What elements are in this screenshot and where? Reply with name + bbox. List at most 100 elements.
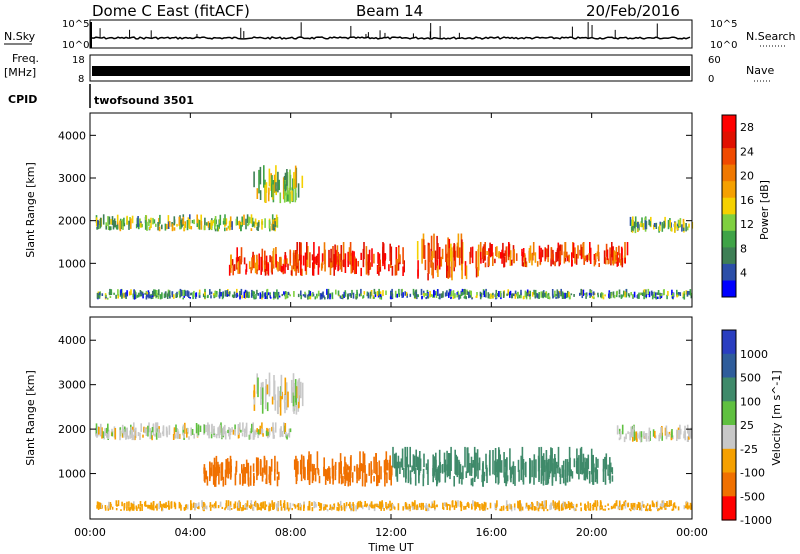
velocity-colorbar-swatch (722, 377, 736, 402)
scatter-cell (194, 503, 196, 510)
scatter-cell (318, 475, 321, 484)
scatter-cell (248, 291, 250, 298)
scatter-cell (176, 428, 178, 439)
scatter-cell (616, 290, 618, 296)
power-colorbar-swatch (722, 164, 736, 182)
scatter-cell (467, 447, 469, 474)
scatter-cell (464, 505, 467, 510)
scatter-cell (437, 465, 440, 479)
scatter-cell (248, 434, 251, 440)
scatter-cell (178, 433, 181, 439)
scatter-cell (185, 290, 187, 297)
scatter-cell (266, 402, 269, 412)
scatter-cell (350, 508, 352, 511)
scatter-cell (609, 292, 611, 298)
scatter-cell (609, 462, 612, 473)
scatter-cell (250, 503, 252, 510)
scatter-cell (620, 294, 623, 299)
power-colorbar-tick: 4 (740, 267, 747, 280)
scatter-cell (145, 215, 147, 225)
scatter-cell (217, 461, 219, 476)
scatter-cell (283, 502, 285, 508)
scatter-cell (444, 464, 447, 471)
scatter-cell (152, 501, 155, 509)
scatter-cell (275, 214, 278, 225)
scatter-cell (109, 505, 111, 510)
scatter-cell (317, 502, 320, 507)
scatter-cell (277, 386, 279, 415)
scatter-cell (158, 218, 160, 226)
scatter-cell (440, 256, 443, 267)
scatter-cell (555, 505, 557, 510)
scatter-cell (284, 394, 286, 409)
scatter-cell (411, 465, 413, 473)
scatter-cell (304, 252, 307, 272)
scatter-cell (436, 289, 439, 296)
scatter-cell (211, 504, 213, 508)
scatter-cell (433, 233, 435, 259)
scatter-cell (321, 296, 323, 300)
scatter-cell (679, 432, 681, 440)
scatter-cell (380, 507, 382, 511)
scatter-cell (390, 506, 393, 511)
scatter-cell (525, 506, 527, 509)
scatter-cell (301, 175, 304, 188)
scatter-cell (344, 290, 347, 297)
date-title: 20/Feb/2016 (586, 2, 680, 20)
scatter-cell (615, 255, 617, 261)
scatter-cell (178, 216, 181, 226)
scatter-cell (125, 434, 128, 439)
scatter-cell (189, 214, 191, 224)
scatter-cell (616, 252, 619, 267)
scatter-cell (339, 500, 342, 506)
scatter-cell (126, 215, 128, 225)
scatter-cell (115, 294, 117, 299)
scatter-cell (616, 425, 619, 435)
scatter-cell (316, 451, 319, 470)
scatter-cell (524, 257, 527, 264)
scatter-cell (477, 503, 480, 507)
scatter-cell (431, 251, 433, 261)
scatter-cell (496, 500, 498, 507)
freq-label: Freq. (12, 52, 39, 65)
scatter-cell (641, 217, 643, 228)
scatter-cell (205, 470, 208, 480)
scatter-cell (562, 505, 564, 511)
scatter-cell (510, 467, 512, 479)
scatter-cell (446, 450, 448, 476)
scatter-cell (540, 247, 542, 262)
scatter-cell (514, 466, 516, 486)
scatter-cell (224, 507, 226, 511)
scatter-cell (272, 297, 275, 300)
scatter-cell (638, 292, 640, 299)
scatter-cell (550, 502, 553, 510)
scatter-cell (155, 505, 157, 508)
scatter-cell (435, 459, 437, 481)
scatter-cell (566, 504, 568, 509)
scatter-cell (329, 476, 331, 484)
scatter-cell (348, 466, 351, 482)
scatter-cell (296, 458, 298, 481)
scatter-cell (630, 503, 633, 508)
scatter-cell (260, 502, 262, 509)
scatter-cell (169, 295, 171, 298)
scatter-cell (461, 239, 463, 264)
scatter-cell (114, 428, 117, 440)
nave-tick-top: 60 (708, 55, 721, 66)
scatter-cell (538, 503, 541, 509)
scatter-cell (434, 250, 437, 271)
nsky-line (91, 36, 691, 40)
scatter-cell (602, 458, 605, 472)
scatter-cell (376, 503, 378, 507)
scatter-cell (409, 505, 411, 510)
scatter-cell (314, 256, 316, 264)
scatter-cell (465, 471, 468, 478)
scatter-cell (215, 433, 218, 439)
scatter-cell (606, 249, 609, 261)
scatter-cell (155, 295, 158, 298)
scatter-cell (426, 467, 429, 475)
scatter-cell (498, 447, 500, 472)
scatter-cell (241, 464, 243, 474)
scatter-cell (96, 433, 98, 438)
